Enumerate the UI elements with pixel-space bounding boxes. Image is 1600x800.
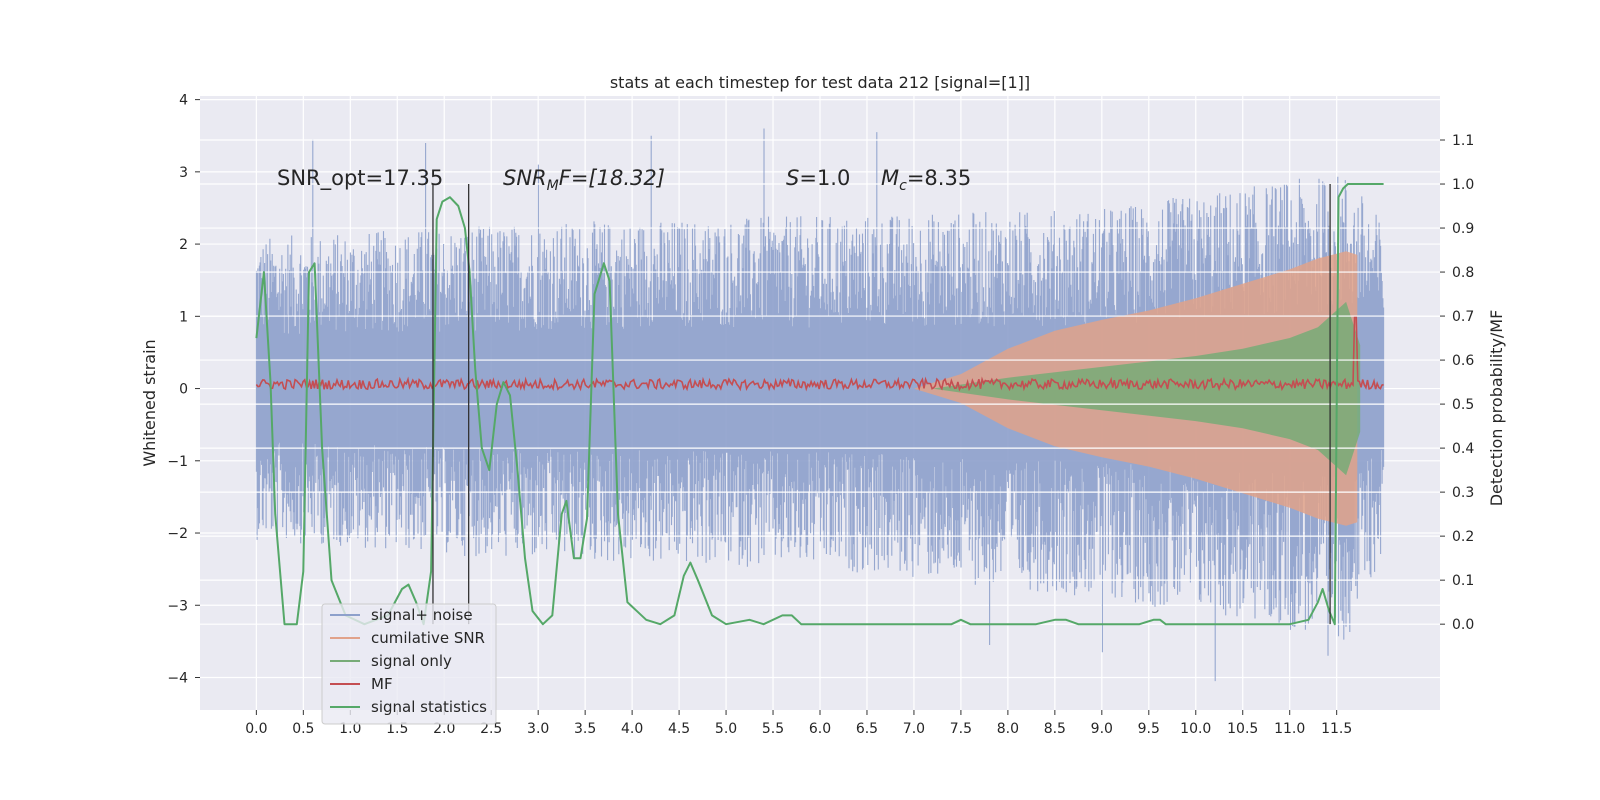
x-tick-labels: 0.0 0.5 1.0 1.5 2.0 2.5 3.0 3.5 4.0 4.5 5.0 5.5 6.0 6…: [245, 710, 1352, 737]
y-tick-label: 0: [179, 382, 188, 398]
y-tick-label: −1: [167, 454, 188, 470]
annotation-snr-opt: SNR_opt=17.35: [277, 166, 443, 191]
annotation-mc: Mc=8.35: [881, 166, 971, 194]
y2-tick-label: 0.1: [1452, 573, 1474, 589]
legend-label: signal statistics: [371, 698, 487, 716]
series-signal-only: [932, 301, 1361, 476]
y2-tick-label: 0.4: [1452, 441, 1474, 457]
annotation-snr-mf-main: SNR: [503, 166, 547, 190]
y2-axis-label: Detection probability/MF: [1487, 310, 1506, 507]
legend-label: cumilative SNR: [371, 629, 485, 647]
x-tick-label: 8.0: [997, 721, 1019, 737]
signal-only-band: [932, 301, 1361, 476]
y2-tick-label: 0.2: [1452, 529, 1474, 545]
chart-title: stats at each timestep for test data 212…: [610, 73, 1030, 92]
annotation-s-main: S: [786, 166, 799, 190]
y-tick-label: −4: [167, 670, 188, 686]
signal-statistics-line: [255, 183, 1384, 626]
x-tick-label: 6.5: [856, 721, 878, 737]
legend-label: signal+ noise: [371, 606, 473, 624]
x-tick-label: 5.0: [715, 721, 737, 737]
legend-label: signal only: [371, 652, 452, 670]
series-signal-statistics: [255, 183, 1384, 626]
y2-tick-label: 0.5: [1452, 397, 1474, 413]
annotation-mc-rest: =8.35: [907, 166, 971, 190]
legend: signal+ noise cumilative SNR signal only MF…: [321, 603, 497, 725]
x-tick-label: 1.0: [339, 721, 361, 737]
x-tick-label: 9.0: [1091, 721, 1113, 737]
legend-label: MF: [371, 675, 393, 693]
x-tick-label: 11.0: [1274, 721, 1305, 737]
x-tick-label: 4.0: [621, 721, 643, 737]
x-tick-label: 3.5: [574, 721, 596, 737]
x-tick-label: 6.0: [809, 721, 831, 737]
y-tick-label: −2: [167, 526, 188, 542]
x-tick-label: 5.5: [762, 721, 784, 737]
y2-tick-label: 1.0: [1452, 177, 1474, 193]
annotation-mc-sub: c: [899, 178, 907, 194]
x-tick-label: 7.5: [950, 721, 972, 737]
grid-horizontal-right: [200, 139, 1440, 625]
y-tick-label: 1: [179, 309, 188, 325]
y2-tick-label: 1.1: [1452, 133, 1474, 149]
y-tick-label: 4: [179, 93, 188, 109]
legend-box: [321, 603, 497, 725]
vertical-markers: [432, 184, 1331, 625]
x-tick-label: 1.5: [386, 721, 408, 737]
annotation-snr-mf: SNRMF=[18.32]: [503, 166, 665, 194]
y2-tick-label: 0.7: [1452, 309, 1474, 325]
x-tick-label: 3.0: [527, 721, 549, 737]
y-tick-label: −3: [167, 598, 188, 614]
y2-tick-label: 0.9: [1452, 221, 1474, 237]
x-tick-label: 2.5: [480, 721, 502, 737]
y-axis-label: Whitened strain: [140, 339, 159, 466]
mf-line: [255, 315, 1384, 392]
x-tick-label: 7.0: [903, 721, 925, 737]
x-tick-label: 9.5: [1138, 721, 1160, 737]
x-tick-label: 10.5: [1227, 721, 1258, 737]
x-tick-label: 10.0: [1180, 721, 1211, 737]
x-tick-label: 4.5: [668, 721, 690, 737]
x-tick-label: 0.0: [245, 721, 267, 737]
annotation-mc-main: M: [881, 166, 899, 190]
x-tick-label: 11.5: [1321, 721, 1352, 737]
y2-tick-label: 0.8: [1452, 265, 1474, 281]
y2-tick-label: 0.3: [1452, 485, 1474, 501]
y-tick-label: 2: [179, 237, 188, 253]
y2-tick-label: 0.6: [1452, 353, 1474, 369]
series-mf: [255, 315, 1384, 392]
annotation-s-rest: =1.0: [799, 166, 850, 190]
annotation-snr-mf-rest: F=[18.32]: [559, 166, 665, 190]
y-tick-labels: 4 3 2 1 0 −1 −2 −3 −4: [167, 93, 200, 686]
x-tick-label: 8.5: [1044, 721, 1066, 737]
x-tick-label: 0.5: [292, 721, 314, 737]
annotation-snr-mf-sub: M: [547, 178, 559, 194]
y2-tick-labels: 1.1 1.0 0.9 0.8 0.7 0.6 0.5 0.4 0.3 0.2 0.1 0.0: [1440, 133, 1474, 633]
annotation-s: S=1.0: [786, 166, 850, 190]
y-tick-label: 3: [179, 165, 188, 181]
y2-tick-label: 0.0: [1452, 617, 1474, 633]
x-tick-label: 2.0: [433, 721, 455, 737]
